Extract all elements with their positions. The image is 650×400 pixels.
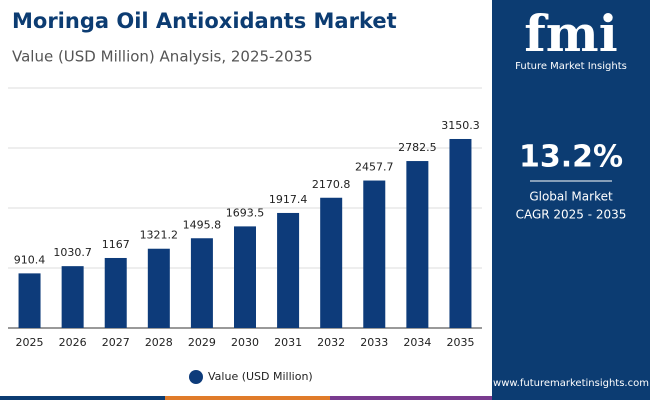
- x-tick-label: 2035: [446, 336, 474, 349]
- cagr-value: 13.2%: [519, 140, 623, 175]
- x-tick-label: 2029: [188, 336, 216, 349]
- sidebar: [492, 0, 650, 400]
- value-label: 2457.7: [355, 161, 394, 174]
- bar: [18, 273, 41, 328]
- x-tick-label: 2031: [274, 336, 302, 349]
- website: www.futuremarketinsights.com: [493, 378, 649, 389]
- stripe: [0, 396, 165, 400]
- value-label: 3150.3: [441, 119, 480, 132]
- bar: [234, 226, 256, 328]
- bar: [61, 266, 84, 328]
- x-tick-label: 2026: [59, 336, 87, 349]
- bar: [147, 248, 170, 328]
- bar: [320, 197, 343, 328]
- cagr-label: Global Market: [529, 190, 613, 204]
- x-tick-label: 2027: [102, 336, 130, 349]
- x-tick-label: 2030: [231, 336, 259, 349]
- x-tick-label: 2032: [317, 336, 345, 349]
- x-tick-label: 2033: [360, 336, 388, 349]
- bar: [104, 257, 127, 328]
- x-tick-label: 2034: [403, 336, 431, 349]
- legend-label: Value (USD Million): [208, 370, 313, 383]
- bar: [406, 161, 429, 328]
- chart-subtitle: Value (USD Million) Analysis, 2025-2035: [12, 48, 313, 66]
- stripe: [330, 396, 492, 400]
- x-tick-label: 2025: [16, 336, 44, 349]
- value-label: 2170.8: [312, 178, 351, 191]
- value-label: 910.4: [14, 253, 46, 266]
- value-label: 1917.4: [269, 193, 308, 206]
- bar: [277, 212, 300, 328]
- bar: [363, 180, 386, 328]
- value-label: 1167: [102, 238, 130, 251]
- value-label: 2782.5: [398, 141, 437, 154]
- logo: fmi: [524, 4, 617, 63]
- bar: [449, 138, 472, 328]
- chart-title: Moringa Oil Antioxidants Market: [12, 9, 397, 33]
- value-label: 1321.2: [140, 229, 179, 242]
- value-label: 1693.5: [226, 206, 265, 219]
- bar: [190, 238, 213, 328]
- legend-marker: [189, 370, 203, 384]
- value-label: 1495.8: [183, 218, 222, 231]
- cagr-label: CAGR 2025 - 2035: [516, 208, 627, 222]
- brand: Future Market Insights: [515, 61, 627, 72]
- value-label: 1030.7: [53, 246, 92, 259]
- stripe: [165, 396, 330, 400]
- x-tick-label: 2028: [145, 336, 173, 349]
